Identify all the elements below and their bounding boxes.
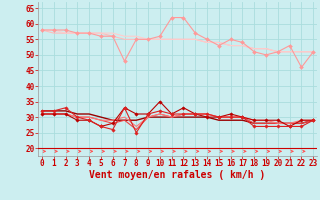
X-axis label: Vent moyen/en rafales ( km/h ): Vent moyen/en rafales ( km/h ) [90, 170, 266, 180]
